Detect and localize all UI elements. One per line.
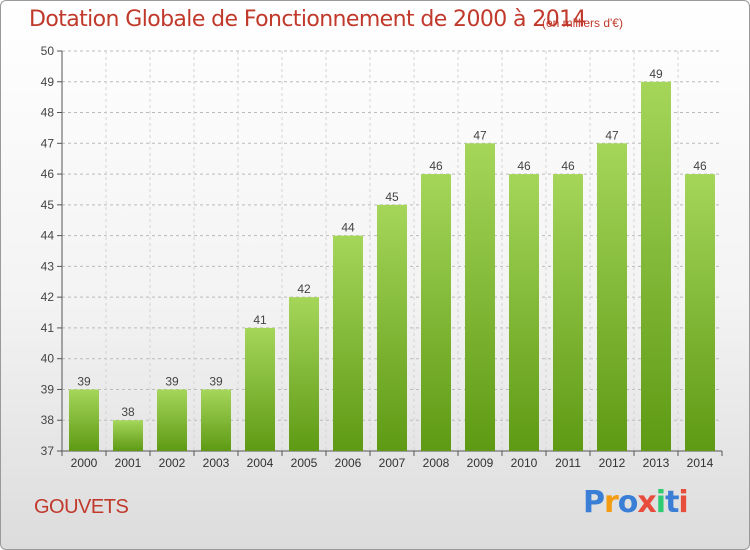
bar-2004[interactable] bbox=[245, 327, 275, 451]
x-tick-label: 2006 bbox=[335, 456, 362, 470]
x-tick-label: 2013 bbox=[643, 456, 670, 470]
labels: 2000 39 2001 38 2002 39 2003 39 2004 41 2005 42 2006… bbox=[71, 67, 714, 470]
x-tick-label: 2008 bbox=[423, 456, 450, 470]
bar-2011[interactable] bbox=[553, 174, 583, 452]
bar-2013[interactable] bbox=[641, 81, 671, 452]
x-tick-label: 2010 bbox=[511, 456, 538, 470]
bar-2007[interactable] bbox=[377, 204, 407, 451]
bar-2010[interactable] bbox=[509, 174, 539, 452]
y-tick-label: 44 bbox=[41, 229, 55, 243]
data-label: 46 bbox=[693, 159, 707, 173]
data-label: 45 bbox=[385, 190, 399, 204]
y-tick-label: 50 bbox=[41, 44, 55, 58]
y-tick-label: 43 bbox=[41, 259, 55, 273]
x-tick-label: 2000 bbox=[71, 456, 98, 470]
y-tick-label: 39 bbox=[41, 382, 55, 396]
logo-letter: r bbox=[604, 485, 619, 520]
y-tick-label: 38 bbox=[41, 413, 55, 427]
logo-letter: i bbox=[678, 485, 688, 520]
x-tick-label: 2007 bbox=[379, 456, 406, 470]
y-tick-label: 49 bbox=[41, 75, 55, 89]
bar-2003[interactable] bbox=[201, 389, 231, 451]
data-label: 46 bbox=[429, 159, 443, 173]
bar-2001[interactable] bbox=[113, 420, 143, 451]
x-tick-label: 2014 bbox=[687, 456, 714, 470]
data-label: 39 bbox=[209, 374, 223, 388]
data-label: 46 bbox=[517, 159, 531, 173]
data-label: 42 bbox=[297, 282, 311, 296]
y-tick-label: 37 bbox=[41, 444, 55, 458]
data-label: 39 bbox=[77, 374, 91, 388]
bar-2005[interactable] bbox=[289, 297, 319, 451]
bar-2012[interactable] bbox=[597, 143, 627, 452]
logo-letter: x bbox=[637, 485, 656, 520]
logo-letter: i bbox=[655, 485, 666, 520]
bars bbox=[69, 81, 715, 452]
logo-letter: t bbox=[665, 485, 679, 520]
data-label: 44 bbox=[341, 221, 355, 235]
y-tick-label: 47 bbox=[41, 136, 55, 150]
y-tick-label: 48 bbox=[41, 106, 55, 120]
bar-2002[interactable] bbox=[157, 389, 187, 451]
y-tick-label: 42 bbox=[41, 290, 55, 304]
y-tick-label: 41 bbox=[41, 321, 55, 335]
y-tick-label: 40 bbox=[41, 352, 55, 366]
data-label: 39 bbox=[165, 374, 179, 388]
data-label: 49 bbox=[649, 67, 663, 81]
logo-letter: o bbox=[617, 485, 639, 520]
y-tick-label: 45 bbox=[41, 198, 55, 212]
x-tick-label: 2012 bbox=[599, 456, 626, 470]
data-label: 41 bbox=[253, 313, 267, 327]
bar-2006[interactable] bbox=[333, 235, 363, 451]
x-tick-label: 2011 bbox=[555, 456, 581, 470]
logo-letter: P bbox=[583, 485, 605, 520]
x-tick-label: 2003 bbox=[203, 456, 230, 470]
data-label: 47 bbox=[473, 128, 487, 142]
x-tick-label: 2009 bbox=[467, 456, 494, 470]
x-tick-label: 2005 bbox=[291, 456, 318, 470]
y-tick-label: 46 bbox=[41, 167, 55, 181]
data-label: 38 bbox=[121, 405, 135, 419]
commune-name: GOUVETS bbox=[34, 496, 129, 518]
chart-title: Dotation Globale de Fonctionnement de 20… bbox=[29, 7, 587, 32]
chart-unit: (en milliers d'€) bbox=[542, 16, 623, 30]
x-tick-label: 2001 bbox=[115, 456, 142, 470]
data-label: 47 bbox=[605, 128, 619, 142]
data-label: 46 bbox=[561, 159, 575, 173]
bar-2008[interactable] bbox=[421, 174, 451, 452]
bar-2000[interactable] bbox=[69, 389, 99, 451]
proxiti-logo[interactable]: Proxiti bbox=[583, 485, 689, 520]
x-tick-label: 2004 bbox=[247, 456, 274, 470]
x-tick-label: 2002 bbox=[159, 456, 186, 470]
bar-2009[interactable] bbox=[465, 143, 495, 452]
bar-2014[interactable] bbox=[685, 174, 715, 452]
